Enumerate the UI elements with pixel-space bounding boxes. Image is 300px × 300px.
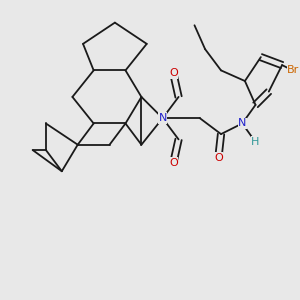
Text: H: H [251,137,260,147]
Text: N: N [158,113,167,123]
Text: O: O [169,68,178,78]
Text: Br: Br [286,65,299,75]
Bar [238,118,247,129]
Bar [158,112,167,124]
Text: N: N [238,118,246,128]
Bar [169,158,178,169]
Bar [169,67,178,79]
Text: O: O [214,153,223,163]
Bar [214,152,223,164]
Bar [287,64,298,76]
Bar [251,136,260,148]
Text: O: O [169,158,178,168]
